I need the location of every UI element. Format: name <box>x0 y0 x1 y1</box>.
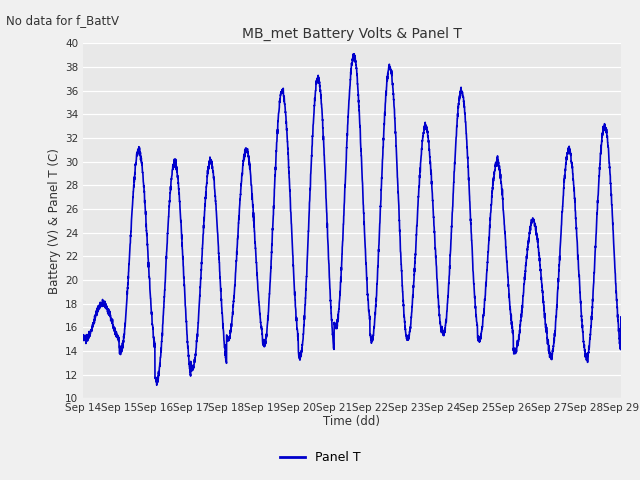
Text: No data for f_BattV: No data for f_BattV <box>6 14 120 27</box>
Text: MB_met: MB_met <box>0 479 1 480</box>
Y-axis label: Battery (V) & Panel T (C): Battery (V) & Panel T (C) <box>48 148 61 294</box>
Legend: Panel T: Panel T <box>275 446 365 469</box>
Title: MB_met Battery Volts & Panel T: MB_met Battery Volts & Panel T <box>242 27 462 41</box>
X-axis label: Time (dd): Time (dd) <box>323 415 381 428</box>
